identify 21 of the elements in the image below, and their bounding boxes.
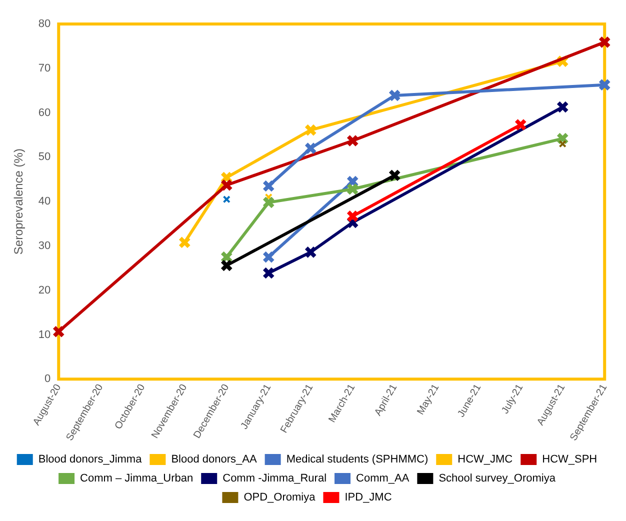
- legend-label: Blood donors_AA: [171, 454, 258, 466]
- y-tick-label: 10: [38, 328, 51, 341]
- y-tick-label: 70: [38, 62, 51, 74]
- legend-label: OPD_Oromiya: [244, 492, 316, 504]
- y-tick-label: 20: [38, 284, 51, 296]
- legend-label: Comm_AA: [356, 472, 410, 485]
- y-tick-label: 60: [38, 106, 51, 119]
- legend-label: Comm -Jimma_Rural: [222, 472, 327, 485]
- y-tick-label: 80: [38, 18, 51, 30]
- legend-label: Blood donors_Jimma: [38, 454, 143, 466]
- legend-label: Comm – Jimma_Urban: [80, 472, 194, 485]
- y-tick-label: 40: [38, 196, 51, 208]
- legend-label: Medical students (SPHMMC): [286, 454, 428, 466]
- legend-label: School survey_Oromiya: [438, 472, 556, 485]
- y-tick-label: 0: [44, 373, 51, 386]
- legend-label: IPD_JMC: [344, 492, 392, 504]
- legend-label: HCW_SPH: [542, 454, 598, 466]
- y-tick-label: 30: [38, 240, 51, 252]
- legend-label: HCW_JMC: [458, 454, 513, 466]
- y-tick-label: 50: [38, 151, 51, 164]
- y-axis-title: Seroprevalence (%): [12, 148, 26, 255]
